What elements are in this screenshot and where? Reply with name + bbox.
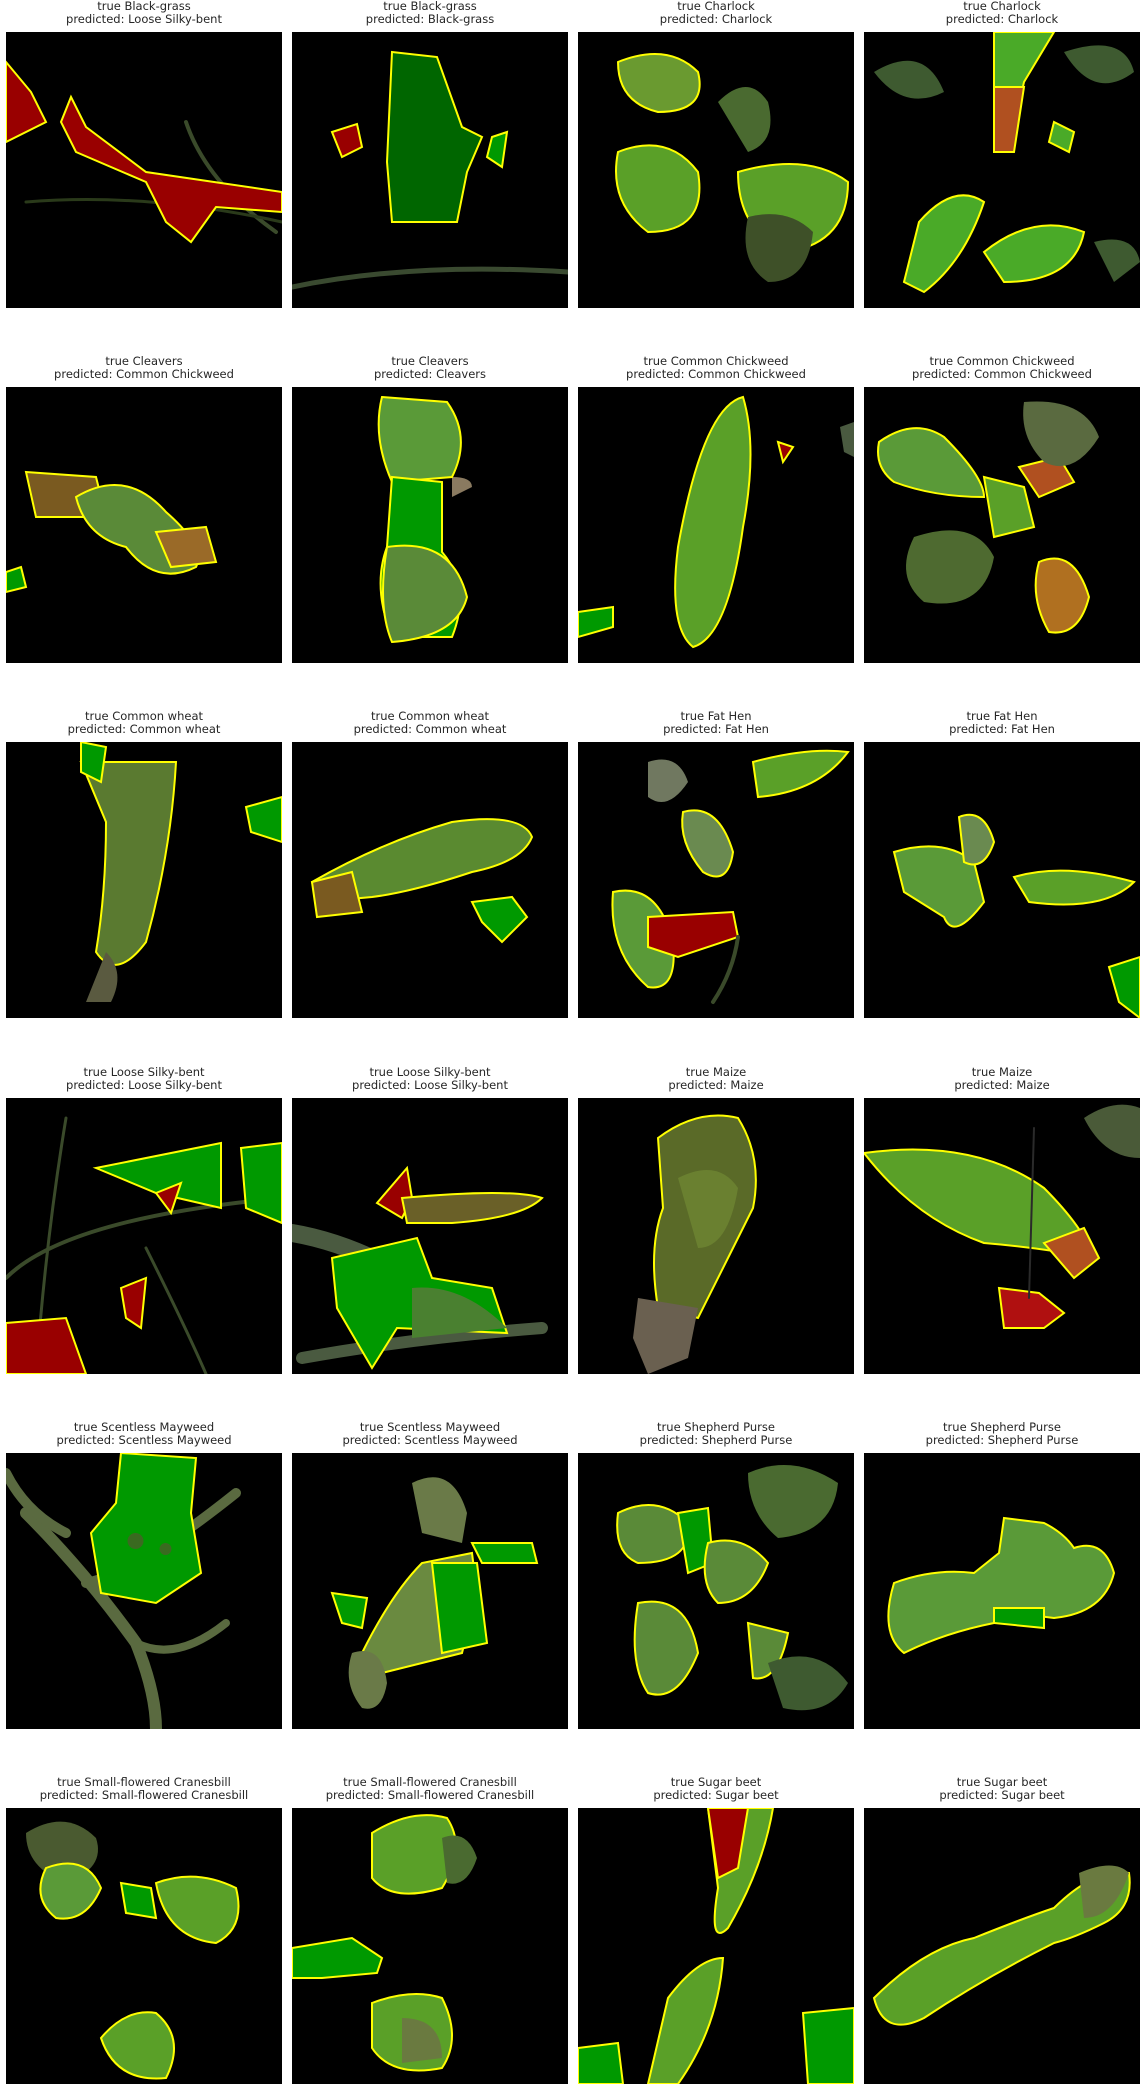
predicted-label: predicted: Maize — [954, 1077, 1050, 1092]
predicted-label: predicted: Shepherd Purse — [925, 1432, 1079, 1447]
panel-title: true Shepherd Purse predicted: Shepherd P… — [558, 1421, 874, 1455]
true-label: true Maize — [971, 1065, 1033, 1079]
panel-title: true Charlock predicted: Charlock — [844, 0, 1144, 34]
true-label: true Scentless Mayweed — [359, 1420, 501, 1434]
segmented-plant-image — [578, 32, 854, 308]
panel-title: true Maize predicted: Maize — [844, 1066, 1144, 1100]
panel-title: true Loose Silky-bent predicted: Loose Si… — [272, 1066, 588, 1100]
predicted-label: predicted: Small-flowered Cranesbill — [325, 1787, 535, 1802]
true-label: true Common wheat — [84, 709, 204, 723]
true-label: true Charlock — [677, 0, 755, 13]
panel-title: true Fat Hen predicted: Fat Hen — [558, 710, 874, 744]
true-label: true Scentless Mayweed — [73, 1420, 215, 1434]
true-label: true Shepherd Purse — [943, 1420, 1061, 1434]
predicted-label: predicted: Loose Silky-bent — [352, 1077, 508, 1092]
panel-title: true Black-grass predicted: Loose Silky-b… — [0, 0, 302, 34]
panel-title: true Common wheat predicted: Common wheat — [0, 710, 302, 744]
panel-title: true Black-grass predicted: Black-grass — [272, 0, 588, 34]
segmented-plant-image — [6, 1098, 282, 1374]
segmented-plant-image — [864, 1808, 1140, 2084]
segmented-plant-image — [578, 1098, 854, 1374]
true-label: true Cleavers — [105, 354, 183, 368]
predicted-label: predicted: Scentless Mayweed — [56, 1432, 232, 1447]
predicted-label: predicted: Black-grass — [365, 11, 495, 26]
segmented-plant-image — [292, 1808, 568, 2084]
true-label: true Common wheat — [370, 709, 490, 723]
true-label: true Sugar beet — [956, 1775, 1048, 1789]
true-label: true Small-flowered Cranesbill — [343, 1775, 517, 1789]
true-label: true Fat Hen — [680, 709, 752, 723]
segmented-plant-image — [578, 742, 854, 1018]
predicted-label: predicted: Sugar beet — [939, 1787, 1065, 1802]
true-label: true Charlock — [963, 0, 1041, 13]
predicted-label: predicted: Common Chickweed — [626, 366, 806, 381]
true-label: true Common Chickweed — [929, 354, 1075, 368]
panel-title: true Small-flowered Cranesbill predicted:… — [272, 1776, 588, 1810]
panel-title: true Shepherd Purse predicted: Shepherd P… — [844, 1421, 1144, 1455]
segmented-plant-image — [864, 742, 1140, 1018]
true-label: true Cleavers — [391, 354, 469, 368]
predicted-label: predicted: Loose Silky-bent — [66, 11, 222, 26]
predicted-label: predicted: Fat Hen — [663, 721, 769, 736]
segmented-plant-image — [292, 1098, 568, 1374]
predicted-label: predicted: Loose Silky-bent — [66, 1077, 222, 1092]
segmented-plant-image — [864, 1453, 1140, 1729]
true-label: true Shepherd Purse — [657, 1420, 775, 1434]
true-label: true Loose Silky-bent — [369, 1065, 491, 1079]
predicted-label: predicted: Maize — [668, 1077, 764, 1092]
segmented-plant-image — [6, 32, 282, 308]
segmented-plant-image — [292, 32, 568, 308]
segmented-plant-image — [6, 742, 282, 1018]
true-label: true Black-grass — [97, 0, 191, 13]
panel-title: true Cleavers predicted: Common Chickweed — [0, 355, 302, 389]
predicted-label: predicted: Fat Hen — [949, 721, 1055, 736]
segmented-plant-image — [578, 1808, 854, 2084]
panel-title: true Sugar beet predicted: Sugar beet — [844, 1776, 1144, 1810]
panel-title: true Small-flowered Cranesbill predicted:… — [0, 1776, 302, 1810]
predicted-label: predicted: Small-flowered Cranesbill — [39, 1787, 249, 1802]
true-label: true Fat Hen — [966, 709, 1038, 723]
predicted-label: predicted: Common Chickweed — [54, 366, 234, 381]
segmented-plant-image — [864, 387, 1140, 663]
segmented-plant-image — [6, 1808, 282, 2084]
panel-title: true Loose Silky-bent predicted: Loose Si… — [0, 1066, 302, 1100]
panel-title: true Charlock predicted: Charlock — [558, 0, 874, 34]
predicted-label: predicted: Shepherd Purse — [639, 1432, 793, 1447]
segmented-plant-image — [864, 32, 1140, 308]
panel-title: true Common Chickweed predicted: Common C… — [844, 355, 1144, 389]
panel-title: true Fat Hen predicted: Fat Hen — [844, 710, 1144, 744]
predicted-label: predicted: Common Chickweed — [912, 366, 1092, 381]
predicted-label: predicted: Common wheat — [67, 721, 221, 736]
panel-title: true Common Chickweed predicted: Common C… — [558, 355, 874, 389]
segmented-plant-image — [864, 1098, 1140, 1374]
panel-title: true Sugar beet predicted: Sugar beet — [558, 1776, 874, 1810]
predicted-label: predicted: Sugar beet — [653, 1787, 779, 1802]
true-label: true Black-grass — [383, 0, 477, 13]
segmented-plant-image — [292, 742, 568, 1018]
panel-title: true Scentless Mayweed predicted: Scentle… — [272, 1421, 588, 1455]
true-label: true Loose Silky-bent — [83, 1065, 205, 1079]
panel-title: true Cleavers predicted: Cleavers — [272, 355, 588, 389]
true-label: true Small-flowered Cranesbill — [57, 1775, 231, 1789]
segmented-plant-image — [292, 1453, 568, 1729]
true-label: true Common Chickweed — [643, 354, 789, 368]
predicted-label: predicted: Scentless Mayweed — [342, 1432, 518, 1447]
panel-title: true Maize predicted: Maize — [558, 1066, 874, 1100]
panel-title: true Scentless Mayweed predicted: Scentle… — [0, 1421, 302, 1455]
segmented-plant-image — [292, 387, 568, 663]
predicted-label: predicted: Cleavers — [373, 366, 487, 381]
segmented-plant-image — [578, 387, 854, 663]
segmented-plant-image — [6, 1453, 282, 1729]
predicted-label: predicted: Common wheat — [353, 721, 507, 736]
true-label: true Maize — [685, 1065, 747, 1079]
segmented-plant-image — [6, 387, 282, 663]
panel-title: true Common wheat predicted: Common wheat — [272, 710, 588, 744]
predicted-label: predicted: Charlock — [659, 11, 773, 26]
segmented-plant-image — [578, 1453, 854, 1729]
true-label: true Sugar beet — [670, 1775, 762, 1789]
predicted-label: predicted: Charlock — [945, 11, 1059, 26]
